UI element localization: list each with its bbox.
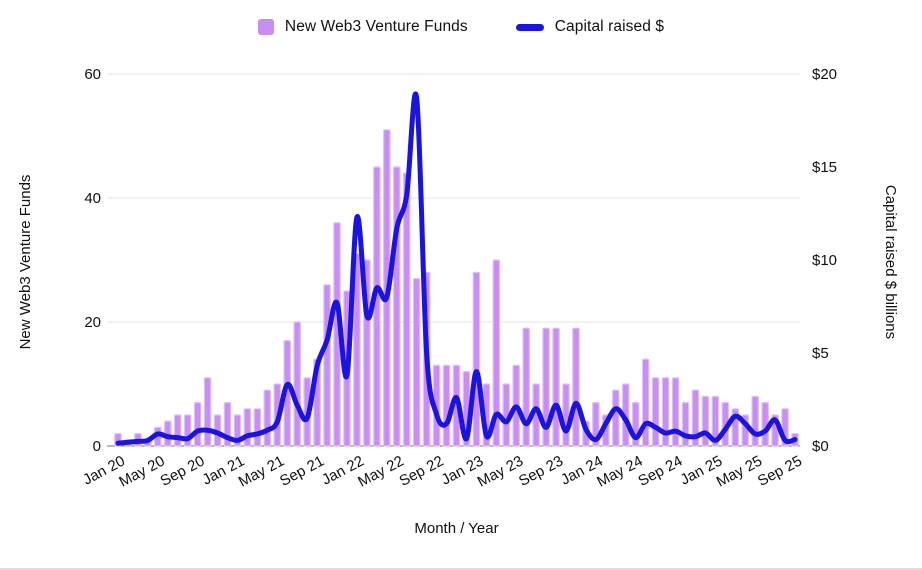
funds-swatch-icon (257, 19, 274, 35)
bar-jan-25 (711, 395, 720, 447)
bar-mar-23 (492, 259, 501, 447)
capital-raised-line (115, 91, 798, 446)
bar-sep-20 (193, 402, 202, 447)
bar-aug-24 (661, 377, 670, 447)
bar-mar-24 (612, 389, 620, 447)
x-axis-tick: Sep 25 (755, 453, 805, 490)
legend-item-capital: Capital raised $ (515, 18, 665, 36)
bar-may-25 (751, 395, 759, 447)
bar-oct-23 (562, 383, 570, 447)
left-axis-tick: 40 (84, 190, 101, 207)
bar-jun-22 (402, 172, 411, 447)
x-axis-tick: May 22 (355, 453, 406, 491)
x-axis-title: Month / Year (414, 520, 498, 537)
chart-legend: New Web3 Venture Funds Capital raised $ (0, 18, 922, 36)
bar-jul-20 (173, 414, 182, 447)
bar-jul-24 (651, 377, 660, 447)
right-axis-tick: $20 (812, 66, 837, 83)
left-axis-title: New Web3 Venture Funds (17, 175, 34, 350)
bar-jan-23 (472, 271, 481, 447)
bar-apr-21 (263, 389, 272, 447)
bar-oct-22 (442, 364, 451, 447)
x-axis-tick: Sep 22 (397, 453, 447, 490)
bar-nov-24 (691, 389, 700, 447)
bar-oct-20 (203, 377, 212, 447)
right-axis-tick: $10 (812, 252, 837, 269)
left-axis-tick: 0 (93, 438, 101, 455)
x-axis-tick: May 21 (236, 453, 287, 491)
bar-jul-22 (412, 278, 421, 447)
x-axis-tick: Sep 21 (277, 453, 327, 490)
bar-feb-21 (243, 408, 252, 447)
bar-mar-22 (373, 166, 381, 447)
legend-funds-label: New Web3 Venture Funds (284, 18, 468, 35)
x-axis-tick: May 24 (594, 453, 645, 491)
x-axis-tick: Sep 24 (635, 453, 685, 490)
bar-aug-20 (183, 414, 192, 447)
legend-item-funds: New Web3 Venture Funds (257, 18, 468, 36)
bar-mar-21 (253, 408, 262, 447)
bar-jun-24 (641, 358, 650, 447)
bar-oct-24 (681, 402, 690, 447)
left-axis-tick: 60 (84, 66, 101, 83)
bar-dec-24 (701, 395, 710, 447)
x-axis-tick: Sep 20 (158, 453, 208, 490)
right-axis-tick: $5 (812, 345, 829, 362)
bar-aug-23 (542, 327, 550, 447)
right-axis-title: Capital raised $ billions (882, 185, 899, 339)
bar-sep-23 (552, 327, 560, 447)
x-axis-tick: May 25 (714, 453, 765, 491)
bar-nov-23 (572, 327, 580, 447)
left-axis-tick: 20 (84, 314, 101, 331)
bar-jul-21 (293, 321, 301, 447)
x-axis-tick: May 20 (116, 453, 167, 491)
bar-oct-21 (323, 284, 331, 447)
bar-may-22 (392, 166, 401, 447)
capital-line-swatch-icon (515, 23, 544, 31)
bar-jan-22 (353, 253, 361, 447)
bar-jun-23 (522, 327, 530, 447)
right-axis-tick: $15 (812, 159, 837, 176)
right-axis-tick: $0 (812, 438, 829, 455)
x-axis-tick: Sep 23 (516, 453, 566, 490)
bar-sep-24 (671, 377, 680, 447)
legend-capital-label: Capital raised $ (554, 18, 665, 35)
x-axis-tick: May 23 (475, 453, 526, 491)
